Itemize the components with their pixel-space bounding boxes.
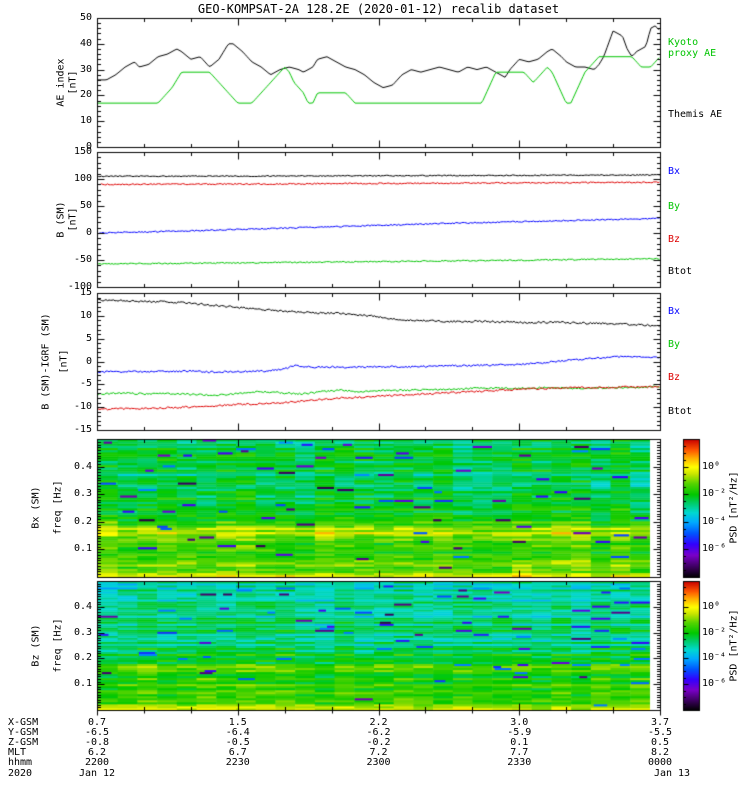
y-tick-label: 40: [79, 37, 92, 49]
y-tick-label: 10: [79, 309, 92, 321]
y-tick-label: 100: [73, 173, 92, 184]
y-tick-label: 20: [79, 89, 92, 101]
axis-row-label-hhmm: hhmm: [8, 757, 33, 768]
y-tick-label: 0.1: [73, 543, 92, 555]
x-tick-value: 3.0: [510, 717, 529, 728]
x-tick-value: -6.4: [225, 727, 250, 738]
panel3-ylabel: B (SM)-IGRF (SM): [40, 312, 52, 410]
colorbar2-title: PSD [nT²/Hz]: [728, 608, 740, 682]
x-tick-value: 0.7: [87, 717, 107, 728]
colorbar2-tick-label: 10⁻⁴: [702, 652, 727, 664]
x-tick-value: -0.5: [225, 737, 250, 748]
x-tick-value: 7.7: [510, 747, 529, 758]
axis-row-label-2020: 2020: [8, 768, 33, 779]
y-tick-label: 5: [85, 332, 92, 344]
y-tick-label: 50: [79, 200, 92, 211]
x-tick-value: 2.2: [369, 717, 388, 728]
x-tick-value: 2230: [225, 757, 250, 768]
legend-by: By: [668, 339, 681, 350]
x-tick-value: 7.2: [369, 747, 388, 758]
y-tick-label: 10: [79, 115, 92, 127]
y-tick-label: 0.3: [73, 488, 92, 500]
y-tick-label: 0: [85, 141, 92, 152]
axis-row-label-mlt: MLT: [8, 747, 27, 758]
y-tick-label: 0.2: [73, 652, 92, 664]
y-tick-label: 15: [79, 287, 92, 298]
axis-row-label-x-gsm: X-GSM: [8, 717, 39, 728]
legend-bz: Bz: [668, 372, 681, 383]
x-tick-value: 0000: [647, 757, 673, 768]
y-tick-label: 0.4: [73, 600, 92, 612]
panel1-ylabel: [nT]: [67, 69, 79, 95]
colorbar1-tick-label: 10⁻⁴: [702, 515, 727, 527]
legend-themis-ae: Themis AE: [668, 109, 723, 120]
y-tick-label: 0.4: [73, 460, 92, 472]
y-tick-label: 0.3: [73, 626, 92, 638]
panel4-ylabel: Bx (SM): [30, 486, 42, 529]
x-tick-value: 3.7: [650, 717, 670, 728]
x-tick-value: 2200: [84, 757, 110, 768]
x-tick-value: 6.2: [87, 747, 107, 758]
x-tick-value: -6.2: [366, 727, 391, 738]
colorbar2-tick-label: 10⁰: [702, 600, 721, 612]
colorbar2-tick-label: 10⁻⁶: [702, 678, 727, 690]
date-label-start: Jan 12: [78, 768, 116, 779]
date-label-end: Jan 13: [653, 768, 691, 779]
colorbar1-tick-label: 10⁻²: [702, 488, 727, 500]
legend-btot: Btot: [668, 266, 693, 277]
panel3-ylabel: [nT]: [58, 348, 70, 374]
x-tick-value: 1.5: [228, 717, 247, 728]
axis-row-label-y-gsm: Y-GSM: [8, 727, 39, 738]
colorbar1-title: PSD [nT²/Hz]: [728, 471, 740, 544]
panel5-ylabel: Bz (SM): [30, 623, 42, 667]
x-tick-value: 2300: [366, 757, 391, 768]
x-tick-value: 6.7: [228, 747, 247, 758]
legend-kyoto: Kyoto proxy AE: [668, 37, 717, 59]
y-tick-label: 150: [73, 146, 92, 157]
y-tick-label: 0.1: [73, 678, 92, 690]
panel5-ylabel: freq [Hz]: [52, 617, 64, 673]
colorbar1-tick-label: 10⁻⁶: [702, 543, 727, 555]
x-tick-value: -6.5: [84, 727, 110, 738]
colorbar2-tick-label: 10⁻²: [702, 626, 727, 638]
y-tick-label: 30: [79, 63, 92, 75]
axis-row-label-z-gsm: Z-GSM: [8, 737, 39, 748]
y-tick-label: -50: [73, 254, 92, 265]
panel2-ylabel: B (SM): [55, 200, 67, 238]
x-tick-value: -5.9: [507, 727, 532, 738]
legend-btot: Btot: [668, 406, 693, 417]
panel4-ylabel: freq [Hz]: [52, 480, 64, 535]
x-tick-value: 0.1: [510, 737, 529, 748]
y-tick-label: 0.2: [73, 515, 92, 527]
colorbar1-tick-label: 10⁰: [702, 460, 721, 472]
page-title: GEO-KOMPSAT-2A 128.2E (2020-01-12) recal…: [197, 2, 560, 16]
legend-bx: Bx: [668, 166, 681, 177]
panel2-ylabel: [nT]: [67, 206, 79, 232]
x-tick-value: 2330: [507, 757, 532, 768]
x-tick-value: 0.5: [650, 737, 670, 748]
y-tick-label: -5: [79, 378, 92, 390]
legend-by: By: [668, 201, 681, 212]
y-tick-label: 0: [85, 355, 92, 367]
x-tick-value: -0.2: [366, 737, 391, 748]
y-tick-label: -100: [67, 281, 92, 292]
x-tick-value: -0.8: [84, 737, 110, 748]
y-tick-label: 50: [79, 12, 92, 23]
y-tick-label: -10: [73, 401, 92, 413]
legend-bx: Bx: [668, 306, 681, 317]
x-tick-value: 8.2: [650, 747, 670, 758]
x-tick-value: -5.5: [647, 727, 673, 738]
y-tick-label: 0: [85, 227, 92, 238]
panel1-ylabel: AE index: [55, 57, 67, 107]
y-tick-label: -15: [73, 424, 92, 435]
legend-bz: Bz: [668, 234, 681, 245]
